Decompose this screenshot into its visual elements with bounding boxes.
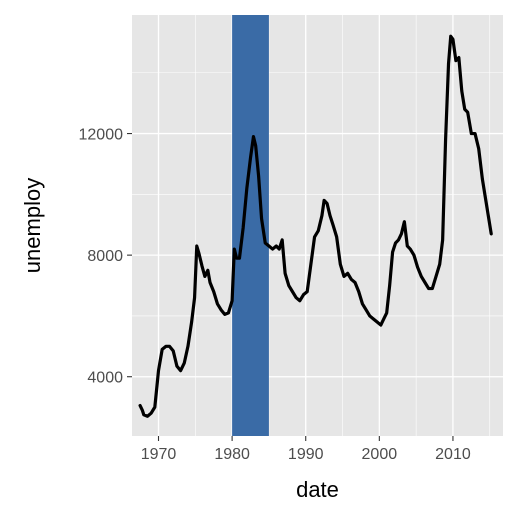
- x-tick-label: 1980: [214, 446, 250, 463]
- x-tick-label: 1970: [141, 446, 177, 463]
- y-axis-ticks: 4000 8000 12000: [79, 127, 132, 387]
- y-tick-label: 4000: [87, 370, 123, 387]
- y-axis-title: unemploy: [20, 178, 45, 273]
- x-axis-ticks: 1970 1980 1990 2000 2010: [141, 436, 471, 463]
- y-tick-label: 8000: [87, 248, 123, 265]
- plot-panel: [132, 15, 503, 436]
- x-axis-title: date: [296, 477, 339, 502]
- y-tick-label: 12000: [79, 127, 124, 144]
- x-tick-label: 1990: [288, 446, 324, 463]
- x-tick-label: 2010: [435, 446, 471, 463]
- series-line: [138, 34, 493, 418]
- x-tick-label: 2000: [362, 446, 398, 463]
